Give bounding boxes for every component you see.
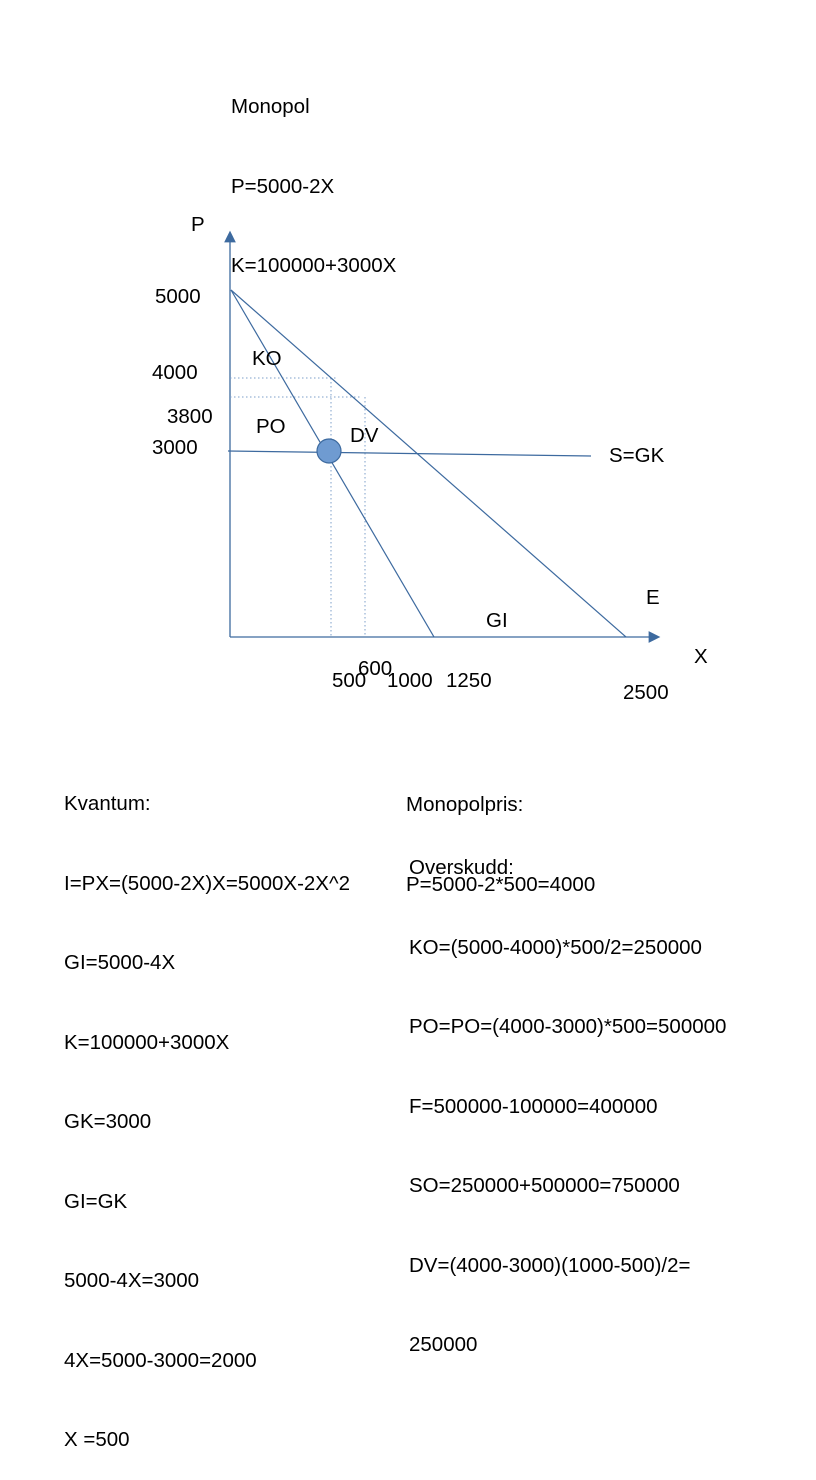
calc-line: F=500000-100000=400000 xyxy=(409,1094,658,1118)
calc-line: K=100000+3000X xyxy=(64,1030,230,1054)
x-tick-500: 500 xyxy=(332,669,366,692)
label-s-gk: S=GK xyxy=(609,444,665,467)
label-gi: GI xyxy=(486,609,508,632)
region-po: PO xyxy=(256,415,286,438)
quantity-calculation: Kvantum: I=PX=(5000-2X)X=5000X-2X^2 GI=5… xyxy=(64,738,350,1480)
calc-line: Kvantum: xyxy=(64,792,151,815)
region-ko: KO xyxy=(252,347,282,370)
x-tick-2500: 2500 xyxy=(623,681,669,704)
y-tick-5000: 5000 xyxy=(155,285,201,308)
cost-equation: K=100000+3000X xyxy=(231,254,397,277)
x-tick-600: 600 xyxy=(358,657,392,680)
calc-line: GI=5000-4X xyxy=(64,951,176,974)
calc-line: Monopolpris: xyxy=(406,793,524,816)
label-e: E xyxy=(646,586,660,609)
demand-equation: P=5000-2X xyxy=(231,174,335,198)
calc-line: Overskudd: xyxy=(409,856,514,879)
calc-line: 250000 xyxy=(409,1333,478,1356)
equilibrium-marker xyxy=(316,438,342,464)
x-tick-1250: 1250 xyxy=(446,669,492,692)
marginal-revenue-line xyxy=(230,289,435,638)
demand-line xyxy=(230,289,627,638)
surplus-calculation: Overskudd: KO=(5000-4000)*500/2=250000 P… xyxy=(409,802,726,1385)
calc-line: PO=PO=(4000-3000)*500=500000 xyxy=(409,1015,727,1038)
y-axis-label: P xyxy=(191,213,205,236)
region-dv: DV xyxy=(350,424,379,447)
calc-line: 5000-4X=3000 xyxy=(64,1269,200,1292)
monopoly-diagram: P X 5000 4000 3800 3000 600 500 1000 125… xyxy=(152,213,708,704)
calc-line: 4X=5000-3000=2000 xyxy=(64,1348,257,1372)
calc-line: GI=GK xyxy=(64,1189,128,1213)
calc-line: DV=(4000-3000)(1000-500)/2= xyxy=(409,1253,691,1277)
monopoly-price-calculation: Monopolpris: P=5000-2*500=4000 xyxy=(406,739,595,925)
y-tick-3800: 3800 xyxy=(167,405,213,428)
y-tick-3000: 3000 xyxy=(152,436,198,459)
calc-line: GK=3000 xyxy=(64,1110,152,1133)
y-tick-4000: 4000 xyxy=(152,361,198,384)
calc-line: I=PX=(5000-2X)X=5000X-2X^2 xyxy=(64,871,350,895)
header-text: Monopol P=5000-2X K=100000+3000X xyxy=(231,41,396,306)
header-title: Monopol xyxy=(231,95,310,118)
marginal-cost-line xyxy=(227,450,592,457)
calc-line: SO=250000+500000=750000 xyxy=(409,1174,680,1197)
calc-line: X =500 xyxy=(64,1428,130,1451)
calc-line: KO=(5000-4000)*500/2=250000 xyxy=(409,935,702,959)
calc-line: P=5000-2*500=4000 xyxy=(406,872,596,896)
x-tick-1000: 1000 xyxy=(387,669,433,692)
x-axis-label: X xyxy=(694,645,708,668)
